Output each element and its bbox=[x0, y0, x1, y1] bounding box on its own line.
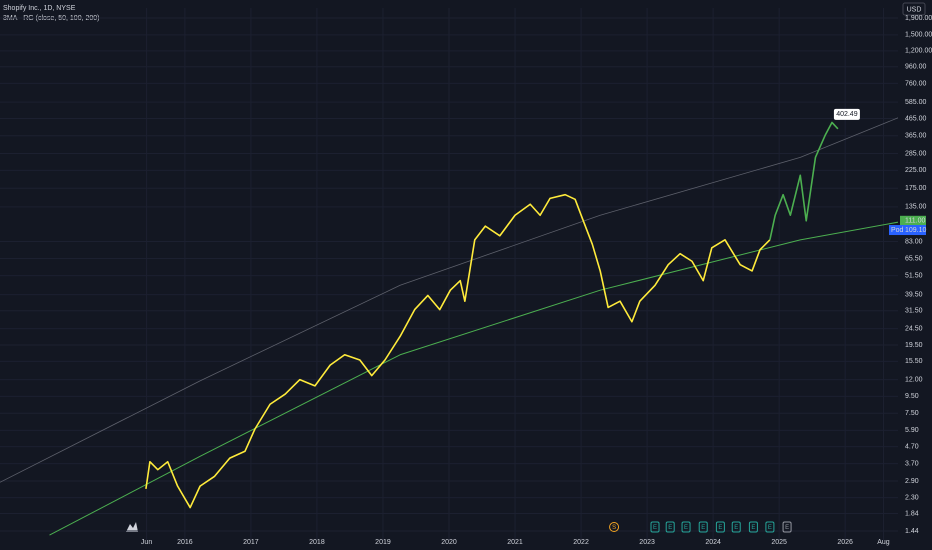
y-tick-label: 2.90 bbox=[905, 478, 919, 485]
chart-title: Shopify Inc., 1D, NYSE bbox=[3, 5, 76, 12]
y-tick-label: 12.00 bbox=[905, 376, 923, 383]
y-tick-label: 585.00 bbox=[905, 99, 927, 106]
event-label: E bbox=[751, 525, 755, 531]
y-tick-label: 1.84 bbox=[905, 510, 919, 517]
y-tick-label: 365.00 bbox=[905, 133, 927, 140]
x-tick-label: 2018 bbox=[309, 539, 325, 546]
event-marker bbox=[609, 522, 620, 532]
x-tick-label: Aug bbox=[877, 539, 890, 546]
last-price-box bbox=[833, 108, 860, 120]
y-tick-label: 135.00 bbox=[905, 204, 927, 211]
event-marker bbox=[715, 521, 725, 533]
y-tick-label: 9.50 bbox=[905, 393, 919, 400]
event-label: E bbox=[668, 525, 672, 531]
x-tick-label: 2022 bbox=[573, 539, 589, 546]
y-tick-label: 960.00 bbox=[905, 64, 927, 71]
grid bbox=[0, 8, 898, 540]
event-label: E bbox=[768, 525, 772, 531]
event-marker bbox=[665, 521, 675, 533]
x-tick-label: 2021 bbox=[507, 539, 523, 546]
y-tick-label: 39.50 bbox=[905, 291, 923, 298]
x-tick-label: 2026 bbox=[837, 539, 853, 546]
y-tick-label: 1,200.00 bbox=[905, 48, 932, 55]
y-tick-label: 24.50 bbox=[905, 326, 923, 333]
y-tick-label: 5.90 bbox=[905, 427, 919, 434]
event-marker bbox=[782, 521, 792, 533]
y-tick-label: 65.50 bbox=[905, 255, 923, 262]
x-tick-label: 2025 bbox=[771, 539, 787, 546]
y-tick-label: 1.44 bbox=[905, 528, 919, 535]
x-tick-label: 2017 bbox=[243, 539, 259, 546]
event-label: E bbox=[684, 525, 688, 531]
event-label: E bbox=[653, 525, 657, 531]
price-tag-label: 111.00 bbox=[905, 218, 925, 225]
last-price-label: 402.49 bbox=[836, 111, 858, 118]
event-label: E bbox=[785, 525, 789, 531]
event-label: E bbox=[701, 525, 705, 531]
currency[interactable]: USD bbox=[907, 6, 922, 13]
event-label: E bbox=[718, 525, 722, 531]
x-tick-label: 2019 bbox=[375, 539, 391, 546]
price-tag-prefix: Pod bbox=[891, 227, 904, 234]
y-tick-label: 1,900.00 bbox=[905, 15, 932, 22]
x-tick-label: 2023 bbox=[639, 539, 655, 546]
event-marker bbox=[698, 521, 708, 533]
y-tick-label: 1,500.00 bbox=[905, 32, 932, 39]
event-marker bbox=[731, 521, 741, 533]
y-tick-label: 4.70 bbox=[905, 443, 919, 450]
event-marker bbox=[765, 521, 775, 533]
y-tick-label: 2.30 bbox=[905, 494, 919, 501]
y-tick-label: 285.00 bbox=[905, 150, 927, 157]
event-label: S bbox=[612, 525, 616, 531]
x-tick-label: 2020 bbox=[441, 539, 457, 546]
price-tag-label: 109.10 bbox=[905, 227, 927, 234]
event-marker bbox=[748, 521, 758, 533]
event-label: E bbox=[734, 525, 738, 531]
y-tick-label: 7.50 bbox=[905, 410, 919, 417]
y-tick-label: 760.00 bbox=[905, 80, 927, 87]
price-line bbox=[49, 221, 898, 536]
y-tick-label: 19.50 bbox=[905, 342, 923, 349]
y-tick-label: 15.50 bbox=[905, 358, 923, 365]
logo bbox=[126, 522, 138, 532]
x-tick-label: Jun bbox=[141, 539, 152, 546]
price-tag bbox=[889, 225, 926, 236]
price-line bbox=[145, 193, 771, 509]
price-line bbox=[769, 121, 839, 241]
x-tick-label: 2024 bbox=[705, 539, 721, 546]
currency-box[interactable] bbox=[902, 2, 926, 16]
y-tick-label: 225.00 bbox=[905, 167, 927, 174]
x-tick-label: 2016 bbox=[177, 539, 193, 546]
event-marker bbox=[650, 521, 660, 533]
y-tick-label: 83.00 bbox=[905, 238, 923, 245]
y-tick-label: 51.50 bbox=[905, 272, 923, 279]
y-tick-label: 31.50 bbox=[905, 308, 923, 315]
price-tag bbox=[900, 215, 926, 226]
y-tick-label: 175.00 bbox=[905, 185, 927, 192]
y-tick-label: 465.00 bbox=[905, 115, 927, 122]
y-tick-label: 3.70 bbox=[905, 460, 919, 467]
event-marker bbox=[681, 521, 691, 533]
